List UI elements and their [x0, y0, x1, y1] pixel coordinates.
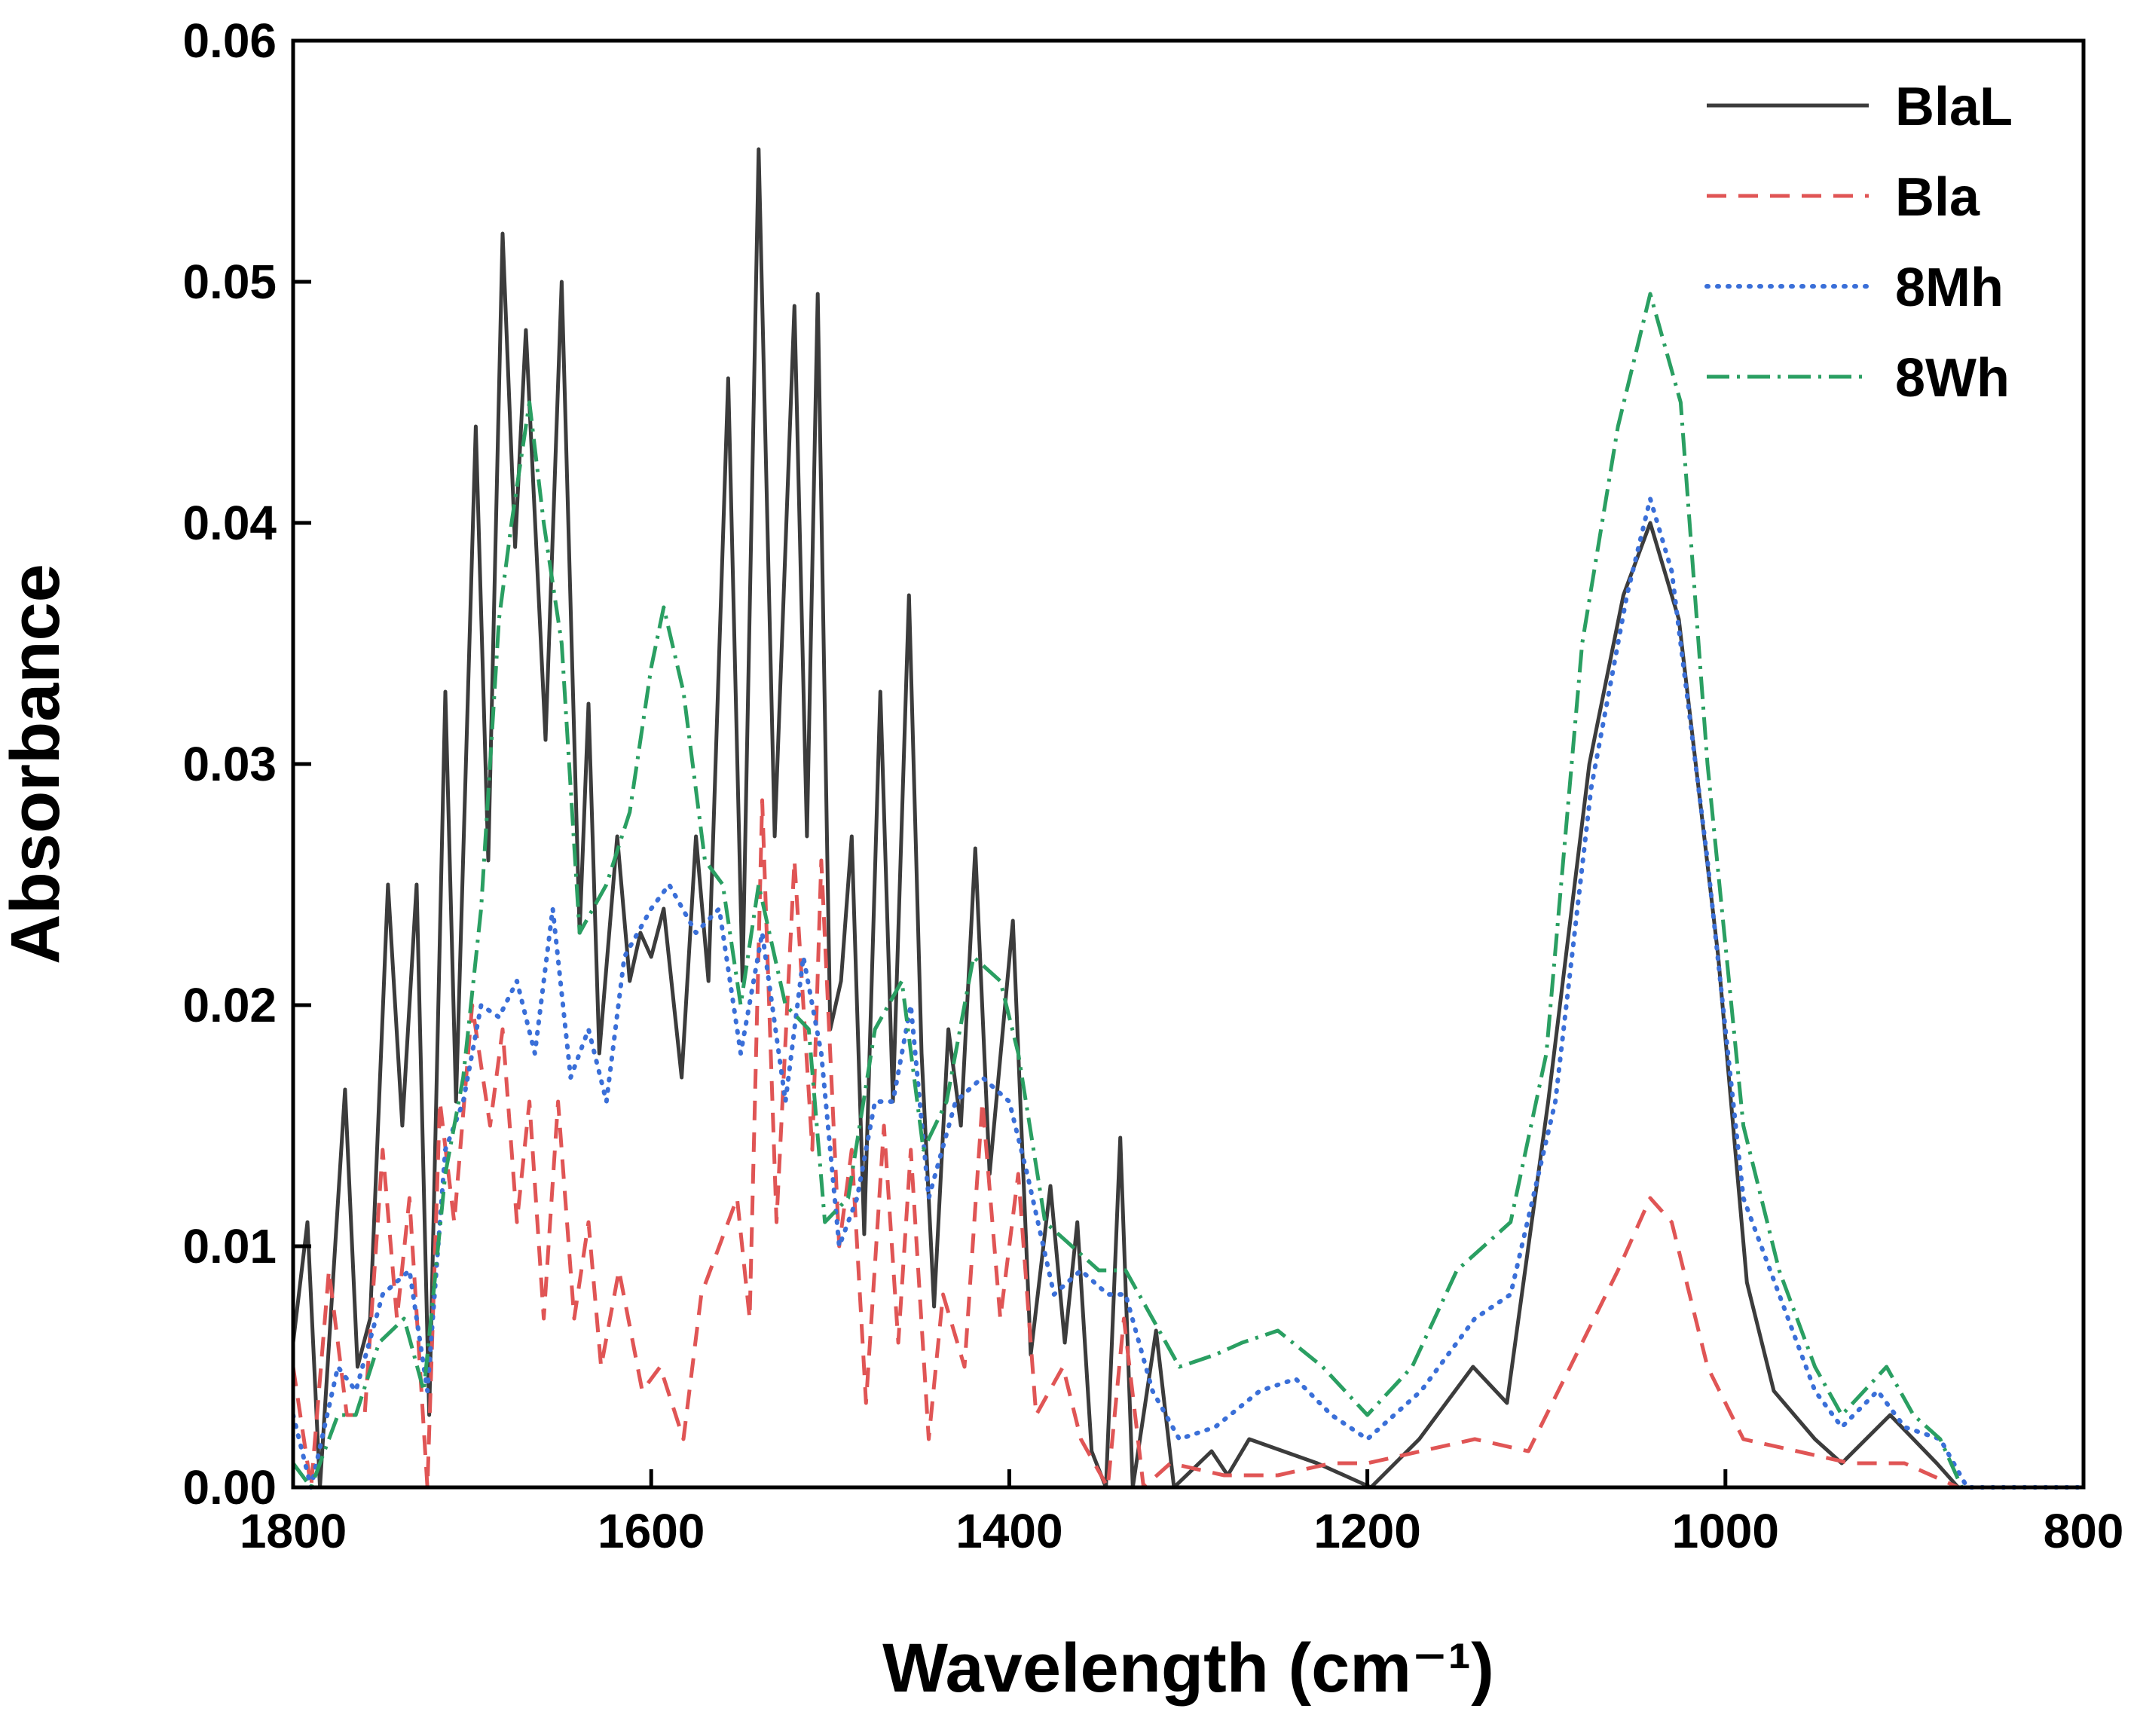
y-tick-label: 0.05 [182, 255, 277, 309]
series-line [293, 497, 2083, 1490]
series-line [293, 798, 2083, 1490]
x-tick-label: 800 [2044, 1504, 2124, 1558]
y-tick-label: 0.01 [182, 1219, 277, 1273]
series-line [293, 147, 2083, 1490]
y-tick-label: 0.03 [182, 737, 277, 791]
legend-label: BlaL [1895, 77, 2013, 137]
x-tick-label: 1600 [598, 1504, 705, 1558]
x-tick-label: 1000 [1672, 1504, 1779, 1558]
x-axis-title: Wavelength (cm⁻¹) [882, 1630, 1494, 1707]
legend-label: 8Mh [1895, 258, 2004, 318]
x-tick-label: 1400 [955, 1504, 1062, 1558]
series-line [293, 292, 2083, 1490]
y-tick-label: 0.06 [182, 14, 277, 68]
legend-label: 8Wh [1895, 348, 2010, 408]
y-tick-label: 0.02 [182, 978, 277, 1032]
x-tick-label: 1800 [240, 1504, 347, 1558]
plot-frame [291, 38, 2086, 1490]
legend-label: Bla [1895, 167, 1980, 228]
y-tick-label: 0.00 [182, 1460, 277, 1514]
y-tick-label: 0.04 [182, 496, 277, 550]
y-axis-title: Absorbance [0, 564, 74, 964]
x-tick-label: 1200 [1313, 1504, 1420, 1558]
